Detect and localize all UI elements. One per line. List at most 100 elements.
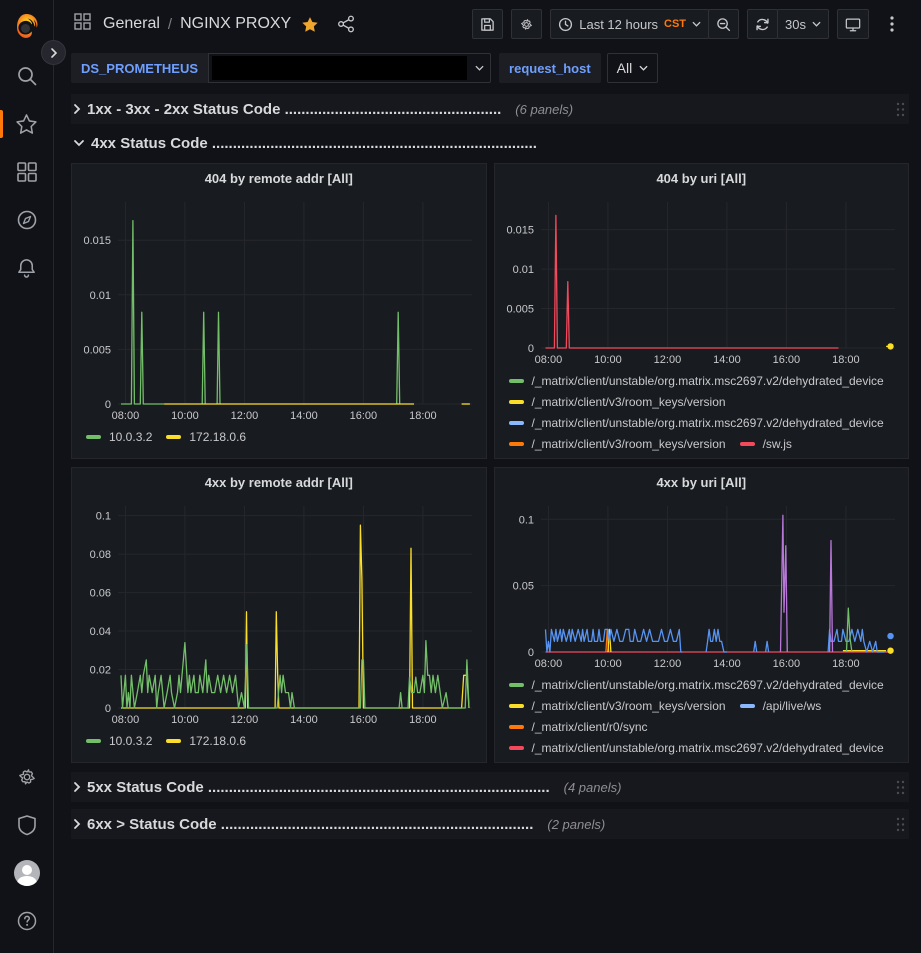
bell-icon [18, 259, 35, 278]
svg-text:0: 0 [105, 399, 111, 411]
svg-text:0: 0 [527, 647, 533, 659]
legend-item[interactable]: 172.18.0.6 [166, 428, 246, 446]
svg-text:14:00: 14:00 [290, 410, 318, 422]
legend-label: 172.18.0.6 [189, 430, 247, 444]
svg-text:18:00: 18:00 [409, 714, 437, 726]
panel-title[interactable]: 4xx by uri [All] [656, 474, 747, 490]
refresh-interval-picker[interactable]: 30s [777, 9, 829, 39]
sidebar-item-dashboards[interactable] [0, 148, 54, 196]
sidebar-item-server-admin[interactable] [0, 801, 54, 849]
legend-swatch [166, 739, 182, 743]
refresh-button[interactable] [747, 9, 779, 39]
chart-legend: 10.0.3.2 172.18.0.6 [72, 426, 486, 458]
sidebar-item-explore[interactable] [0, 196, 54, 244]
request-host-variable: request_host All [499, 53, 659, 83]
row-drag-handle[interactable] [896, 780, 905, 795]
svg-text:10:00: 10:00 [171, 714, 199, 726]
legend-swatch [508, 379, 524, 383]
svg-text:0.08: 0.08 [90, 549, 111, 561]
grafana-logo[interactable] [0, 0, 54, 52]
svg-text:0.015: 0.015 [83, 235, 111, 247]
sidebar-expand-button[interactable] [41, 40, 66, 65]
share-icon[interactable] [337, 15, 355, 33]
sidebar-item-configuration[interactable] [0, 753, 54, 801]
tv-mode-button[interactable] [837, 9, 869, 39]
sidebar-item-profile[interactable] [0, 849, 54, 897]
breadcrumb-folder[interactable]: General [103, 15, 160, 32]
legend-item[interactable]: /_matrix/client/v3/room_keys/version [508, 393, 726, 411]
legend-label: /_matrix/client/v3/room_keys/version [531, 699, 726, 713]
request-host-value: All [616, 60, 633, 76]
save-dashboard-button[interactable] [472, 9, 504, 39]
row-title: 4xx Status Code ........................… [91, 134, 537, 152]
legend-item[interactable]: /sw.js [739, 435, 792, 453]
panel-404-by-remote-addr: 404 by remote addr [All] 08:00 10:00 12:00… [71, 163, 487, 459]
monitor-icon [845, 18, 861, 31]
time-range-picker[interactable]: Last 12 hours CST [550, 9, 710, 39]
legend-swatch [739, 704, 755, 708]
grafana-logo-icon [17, 14, 38, 38]
svg-text:10:00: 10:00 [594, 354, 622, 366]
redacted-value [212, 56, 468, 80]
sidebar-item-search[interactable] [0, 52, 54, 100]
legend-item[interactable]: 172.18.0.6 [166, 732, 246, 750]
svg-text:0.1: 0.1 [96, 511, 111, 523]
row-1xx-3xx-2xx[interactable]: 1xx - 3xx - 2xx Status Code ............… [71, 94, 909, 124]
legend-item[interactable]: /_matrix/client/r0/sync [508, 718, 648, 736]
panel-title[interactable]: 4xx by remote addr [All] [204, 474, 353, 490]
svg-text:0: 0 [527, 343, 533, 355]
svg-text:0.05: 0.05 [512, 581, 533, 593]
row-drag-handle[interactable] [896, 102, 905, 117]
datasource-variable-value[interactable] [208, 53, 492, 83]
row-5xx[interactable]: 5xx Status Code ........................… [71, 772, 909, 802]
row-panel-count: (2 panels) [547, 816, 606, 832]
legend-item[interactable]: /_matrix/client/unstable/org.matrix.msc2… [508, 414, 884, 432]
zoom-out-button[interactable] [708, 9, 740, 39]
panel-404-by-uri: 404 by uri [All] 08:00 10:00 12:00 14:00 16:… [493, 163, 909, 459]
legend-item[interactable]: 10.0.3.2 [86, 428, 152, 446]
row-4xx[interactable]: 4xx Status Code ........................… [71, 132, 909, 154]
svg-text:16:00: 16:00 [350, 410, 378, 422]
legend-item[interactable]: /_matrix/client/unstable/org.matrix.msc2… [508, 372, 884, 390]
svg-text:0.06: 0.06 [90, 588, 111, 600]
row-title: 1xx - 3xx - 2xx Status Code ............… [87, 100, 502, 118]
svg-text:08:00: 08:00 [534, 658, 562, 670]
panel-title[interactable]: 404 by remote addr [All] [204, 170, 353, 186]
legend-item[interactable]: /_matrix/client/unstable/org.matrix.msc2… [508, 739, 884, 757]
svg-text:16:00: 16:00 [772, 658, 800, 670]
request-host-label[interactable]: request_host [499, 53, 601, 83]
sidebar-item-alerting[interactable] [0, 244, 54, 292]
legend-swatch [86, 435, 101, 439]
row-6xx[interactable]: 6xx > Status Code ......................… [71, 809, 909, 839]
legend-swatch [508, 421, 524, 425]
legend-label: /_matrix/client/unstable/org.matrix.msc2… [531, 741, 884, 755]
row-title: 5xx Status Code ........................… [87, 778, 550, 796]
legend-item[interactable]: /api/live/ws [739, 697, 822, 715]
datasource-variable-label[interactable]: DS_PROMETHEUS [71, 53, 209, 83]
favorite-star-icon[interactable] [301, 16, 319, 33]
legend-item[interactable]: /_matrix/client/v3/room_keys/version [508, 697, 726, 715]
legend-label: /_matrix/client/unstable/org.matrix.msc2… [531, 416, 884, 430]
clock-icon [559, 17, 573, 31]
timezone-label: CST [664, 18, 687, 30]
legend-item[interactable]: 10.0.3.2 [86, 732, 152, 750]
dashboard-settings-button[interactable] [511, 9, 543, 39]
time-series-chart: 08:00 10:00 12:00 14:00 16:00 18:00 0 0.02 0.04 0… [72, 496, 486, 730]
breadcrumb-separator: / [167, 15, 173, 33]
row-title: 6xx > Status Code ......................… [87, 815, 534, 833]
panel-title[interactable]: 404 by uri [All] [656, 170, 747, 186]
legend-item[interactable]: /_matrix/client/v3/room_keys/version [508, 435, 726, 453]
legend-label: /api/live/ws [762, 699, 822, 713]
row-drag-handle[interactable] [896, 817, 905, 832]
sidebar-item-starred[interactable] [0, 100, 54, 148]
svg-text:08:00: 08:00 [112, 410, 140, 422]
request-host-value-dropdown[interactable]: All [606, 53, 659, 83]
kebab-menu-button[interactable] [877, 9, 907, 39]
legend-item[interactable]: /_matrix/client/unstable/org.matrix.msc2… [508, 676, 884, 694]
star-outline-icon [16, 114, 37, 134]
sidebar-item-help[interactable] [0, 897, 54, 945]
svg-text:14:00: 14:00 [290, 714, 318, 726]
svg-text:0.02: 0.02 [90, 665, 111, 677]
page-title[interactable]: NGINX PROXY [180, 15, 292, 32]
